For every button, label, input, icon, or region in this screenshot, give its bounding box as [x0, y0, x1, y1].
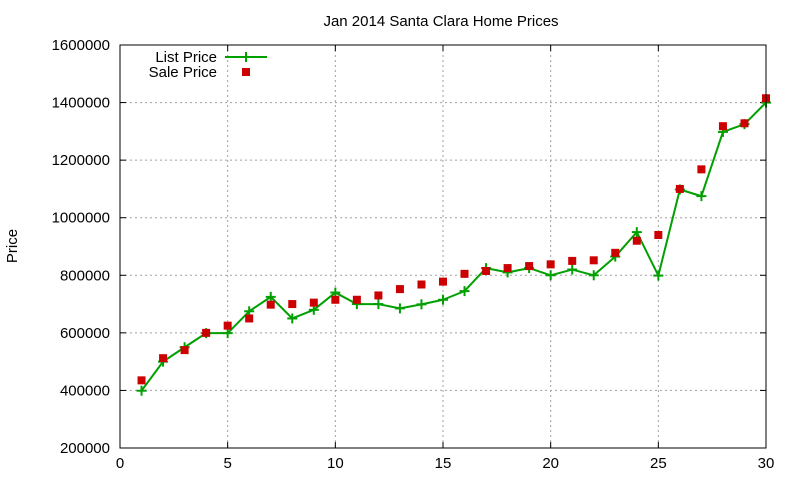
x-tick-label: 0: [116, 455, 124, 472]
y-tick-label: 200000: [60, 440, 110, 457]
list-price-point: [136, 385, 147, 396]
sale-price-point: [180, 346, 189, 355]
sale-price-point: [611, 248, 620, 257]
sale-price-point: [331, 295, 340, 304]
sale-price-point: [159, 354, 168, 363]
y-tick-label: 1600000: [52, 37, 110, 54]
grid-lines: [120, 45, 766, 448]
x-tick-label: 20: [542, 455, 559, 472]
y-axis-label: Price: [4, 229, 21, 263]
sale-price-point: [482, 266, 491, 275]
chart-title: Jan 2014 Santa Clara Home Prices: [323, 13, 558, 30]
legend-swatch-sale-price: [242, 68, 250, 76]
list-price-point: [394, 303, 405, 314]
sale-price-point: [718, 122, 727, 131]
list-price-point: [287, 313, 298, 324]
sale-price-point: [223, 321, 232, 330]
list-price-point: [222, 328, 233, 339]
sale-price-point: [245, 314, 254, 323]
sale-price-point: [374, 291, 383, 300]
y-tick-label: 600000: [60, 325, 110, 342]
list-price-point: [588, 270, 599, 281]
plot-series: [136, 94, 771, 396]
x-tick-label: 10: [327, 455, 344, 472]
sale-price-point: [309, 298, 318, 307]
list-price-point: [265, 291, 276, 302]
sale-price-point: [352, 295, 361, 304]
x-tick-label: 5: [223, 455, 231, 472]
list-price-point: [438, 294, 448, 305]
x-tick-label: 25: [650, 455, 667, 472]
list-price-point: [373, 299, 384, 310]
plot-frame: [119, 44, 767, 449]
y-tick-label: 1200000: [52, 152, 110, 169]
legend-label-sale-price: Sale Price: [149, 64, 217, 81]
sale-price-point: [675, 184, 684, 193]
list-price-point: [631, 227, 642, 238]
list-price-point: [567, 264, 578, 275]
y-tick-label: 800000: [60, 267, 110, 284]
sale-price-point: [439, 277, 447, 286]
sale-price-point: [589, 256, 598, 265]
y-tick-label: 1000000: [52, 210, 110, 227]
sale-price-point: [202, 328, 211, 337]
sale-price-point: [288, 300, 297, 309]
y-tick-label: 1400000: [52, 95, 110, 112]
sale-price-point: [632, 236, 641, 245]
sale-price-point: [525, 262, 534, 271]
legend-label-list-price: List Price: [155, 49, 217, 66]
list-price-point: [545, 270, 556, 281]
sale-price-point: [460, 269, 469, 278]
sale-price-point: [654, 230, 663, 239]
sale-price-point: [697, 165, 706, 174]
list-price-line: [140, 101, 767, 392]
sale-price-point: [546, 260, 555, 269]
sale-price-point: [137, 376, 146, 385]
y-tick-label: 400000: [60, 382, 110, 399]
sale-price-point: [266, 300, 275, 309]
x-tick-label: 15: [435, 455, 452, 472]
x-tick-label: 30: [758, 455, 775, 472]
list-price-point: [653, 270, 664, 281]
sale-price-point: [395, 285, 404, 294]
axis-ticks: 200000 400000 600000 800000 1000000 1200000 14…: [52, 37, 775, 472]
sale-price-point: [503, 264, 512, 273]
list-price-point: [696, 191, 707, 202]
legend-marker-list-price: [241, 52, 251, 62]
sale-price-point: [740, 119, 749, 128]
list-price-point: [459, 286, 470, 297]
sale-price-point: [568, 256, 577, 265]
list-price-point: [416, 299, 427, 310]
sale-price-point: [417, 280, 426, 289]
